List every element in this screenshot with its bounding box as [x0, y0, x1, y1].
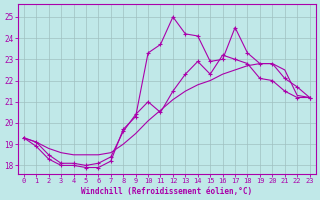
X-axis label: Windchill (Refroidissement éolien,°C): Windchill (Refroidissement éolien,°C): [81, 187, 252, 196]
